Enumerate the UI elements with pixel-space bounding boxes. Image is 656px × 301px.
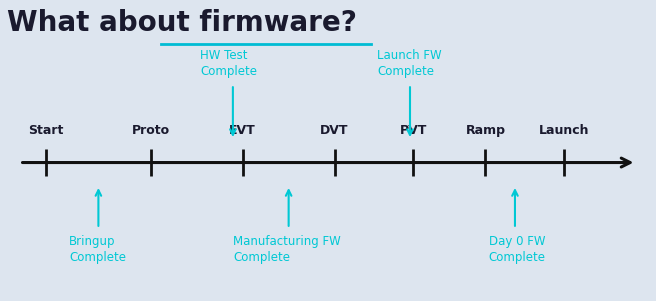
Text: Proto: Proto	[132, 124, 170, 137]
Text: Start: Start	[28, 124, 64, 137]
Text: Ramp: Ramp	[466, 124, 505, 137]
Text: Bringup
Complete: Bringup Complete	[69, 235, 126, 264]
Text: EVT: EVT	[230, 124, 256, 137]
Text: Manufacturing FW
Complete: Manufacturing FW Complete	[233, 235, 340, 264]
Text: What about: What about	[0, 300, 1, 301]
Text: Launch FW
Complete: Launch FW Complete	[377, 49, 442, 78]
Text: What about firmware?: What about firmware?	[7, 9, 356, 37]
Text: Day 0 FW
Complete: Day 0 FW Complete	[489, 235, 546, 264]
Text: PVT: PVT	[400, 124, 427, 137]
Text: HW Test
Complete: HW Test Complete	[200, 49, 257, 78]
Text: Launch: Launch	[539, 124, 589, 137]
Text: DVT: DVT	[320, 124, 349, 137]
